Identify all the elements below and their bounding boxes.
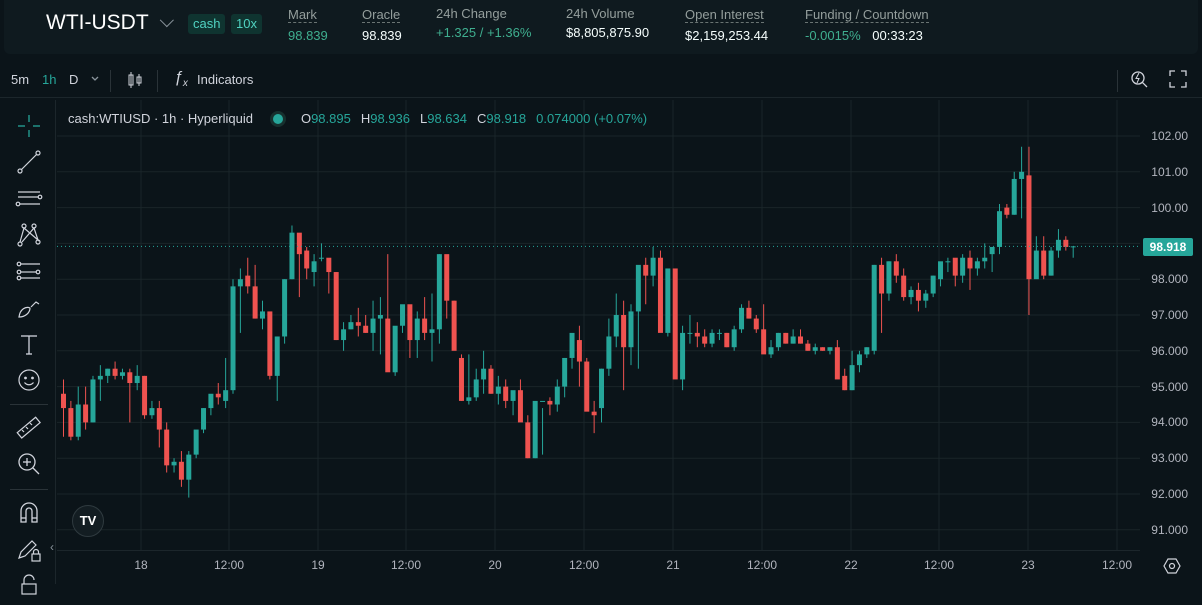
time-tick: 19 (311, 558, 325, 572)
text-tool-icon[interactable] (14, 330, 44, 360)
ohlc-high: 98.936 (370, 111, 410, 126)
price-tick: 101.00 (1151, 164, 1188, 179)
ruler-icon[interactable] (14, 413, 44, 443)
horizontal-lines-icon[interactable] (14, 184, 44, 214)
time-tick: 23 (1021, 558, 1035, 572)
tradingview-logo[interactable]: TV (72, 505, 104, 537)
time-tick: 18 (134, 558, 148, 572)
lock-icon[interactable] (14, 570, 44, 600)
interval-5m[interactable]: 5m (11, 72, 30, 87)
ohlc-close: 98.918 (486, 111, 527, 126)
time-axis[interactable]: 18 12:00 19 12:00 20 12:00 21 12:00 22 12:00 23 12:… (57, 550, 1140, 584)
price-tick: 92.000 (1151, 487, 1188, 501)
price-tick: 95.000 (1151, 379, 1188, 394)
pair-name: WTI-USDT (46, 11, 149, 34)
price-tick: 98.000 (1151, 272, 1188, 287)
quick-search-icon[interactable] (1130, 70, 1150, 95)
time-tick: 12:00 (923, 558, 955, 572)
drawing-tools-sidebar: ‹ (0, 100, 56, 595)
funding-rate: -0.0015% (805, 28, 861, 43)
collapse-sidebar-icon[interactable]: ‹ (50, 540, 54, 554)
market-header: WTI-USDT cash 10x Mark 98.839 Oracle 98.… (4, 0, 1198, 54)
ohlc-open: 98.895 (311, 111, 351, 126)
stat-funding: Funding / Countdown -0.0015% 00:33:23 (805, 7, 929, 43)
market-type-badge: cash (188, 14, 226, 34)
time-tick: 12:00 (568, 558, 600, 572)
price-tick: 100.00 (1151, 200, 1188, 215)
chevron-down-icon (159, 13, 174, 28)
time-tick: 22 (844, 558, 858, 572)
last-price-tag: 98.918 (1143, 238, 1193, 256)
indicators-button[interactable]: Indicators (197, 72, 254, 87)
ohlc-change: 0.074000 (+0.07%) (536, 111, 648, 126)
time-tick: 12:00 (746, 558, 778, 572)
leverage-badge[interactable]: 10x (231, 14, 262, 34)
interval-d[interactable]: D (69, 72, 79, 87)
lock-drawings-icon[interactable] (14, 535, 44, 565)
trend-line-icon[interactable] (14, 147, 44, 177)
magnet-icon[interactable] (14, 498, 44, 528)
funding-countdown: 00:33:23 (872, 28, 923, 43)
price-tick: 97.000 (1151, 308, 1188, 322)
fullscreen-icon[interactable] (1169, 70, 1187, 93)
interval-dropdown-chevron-icon[interactable] (90, 70, 100, 89)
chart-legend: cash:WTIUSD · 1h · Hyperliquid O98.895 H… (68, 111, 648, 126)
emoji-icon[interactable] (14, 365, 44, 395)
pair-selector[interactable]: WTI-USDT (46, 11, 174, 35)
stat-24h-volume: 24h Volume $8,805,875.90 (566, 6, 650, 40)
time-tick: 21 (666, 558, 680, 572)
price-tick: 91.000 (1151, 522, 1188, 537)
fib-retracement-icon[interactable] (14, 257, 44, 287)
market-status-dot (272, 113, 283, 124)
time-tick: 20 (488, 558, 502, 572)
time-tick: 12:00 (1101, 558, 1133, 572)
time-tick: 12:00 (390, 558, 422, 572)
pattern-tool-icon[interactable] (14, 220, 44, 250)
time-tick: 12:00 (213, 558, 245, 572)
stat-24h-change: 24h Change +1.325 / +1.36% (436, 6, 532, 40)
symbol-label[interactable]: cash:WTIUSD · 1h · Hyperliquid (68, 111, 253, 126)
price-tick: 93.000 (1151, 451, 1188, 466)
price-tick: 96.000 (1151, 343, 1188, 358)
stat-open-interest: Open Interest $2,159,253.44 (685, 7, 769, 43)
price-tick: 102.00 (1151, 129, 1188, 143)
brush-icon[interactable] (14, 293, 44, 323)
price-chart[interactable] (57, 100, 1140, 550)
price-tick: 94.000 (1151, 415, 1188, 430)
crosshair-icon[interactable] (14, 111, 44, 141)
price-axis[interactable]: 102.00 101.00 100.00 98.000 97.000 96.000 95.0… (1140, 100, 1202, 550)
settings-hex-icon[interactable] (1162, 556, 1182, 581)
chart-toolbar: 5m 1h D ƒx Indicators (0, 62, 1202, 98)
interval-1h[interactable]: 1h (42, 72, 57, 87)
stat-oracle: Oracle 98.839 (362, 7, 402, 43)
fx-icon[interactable]: ƒx (174, 69, 188, 90)
stat-mark: Mark 98.839 (288, 7, 328, 43)
ohlc-low: 98.634 (427, 111, 467, 126)
zoom-in-icon[interactable] (14, 449, 44, 479)
candle-type-icon[interactable] (127, 70, 143, 93)
